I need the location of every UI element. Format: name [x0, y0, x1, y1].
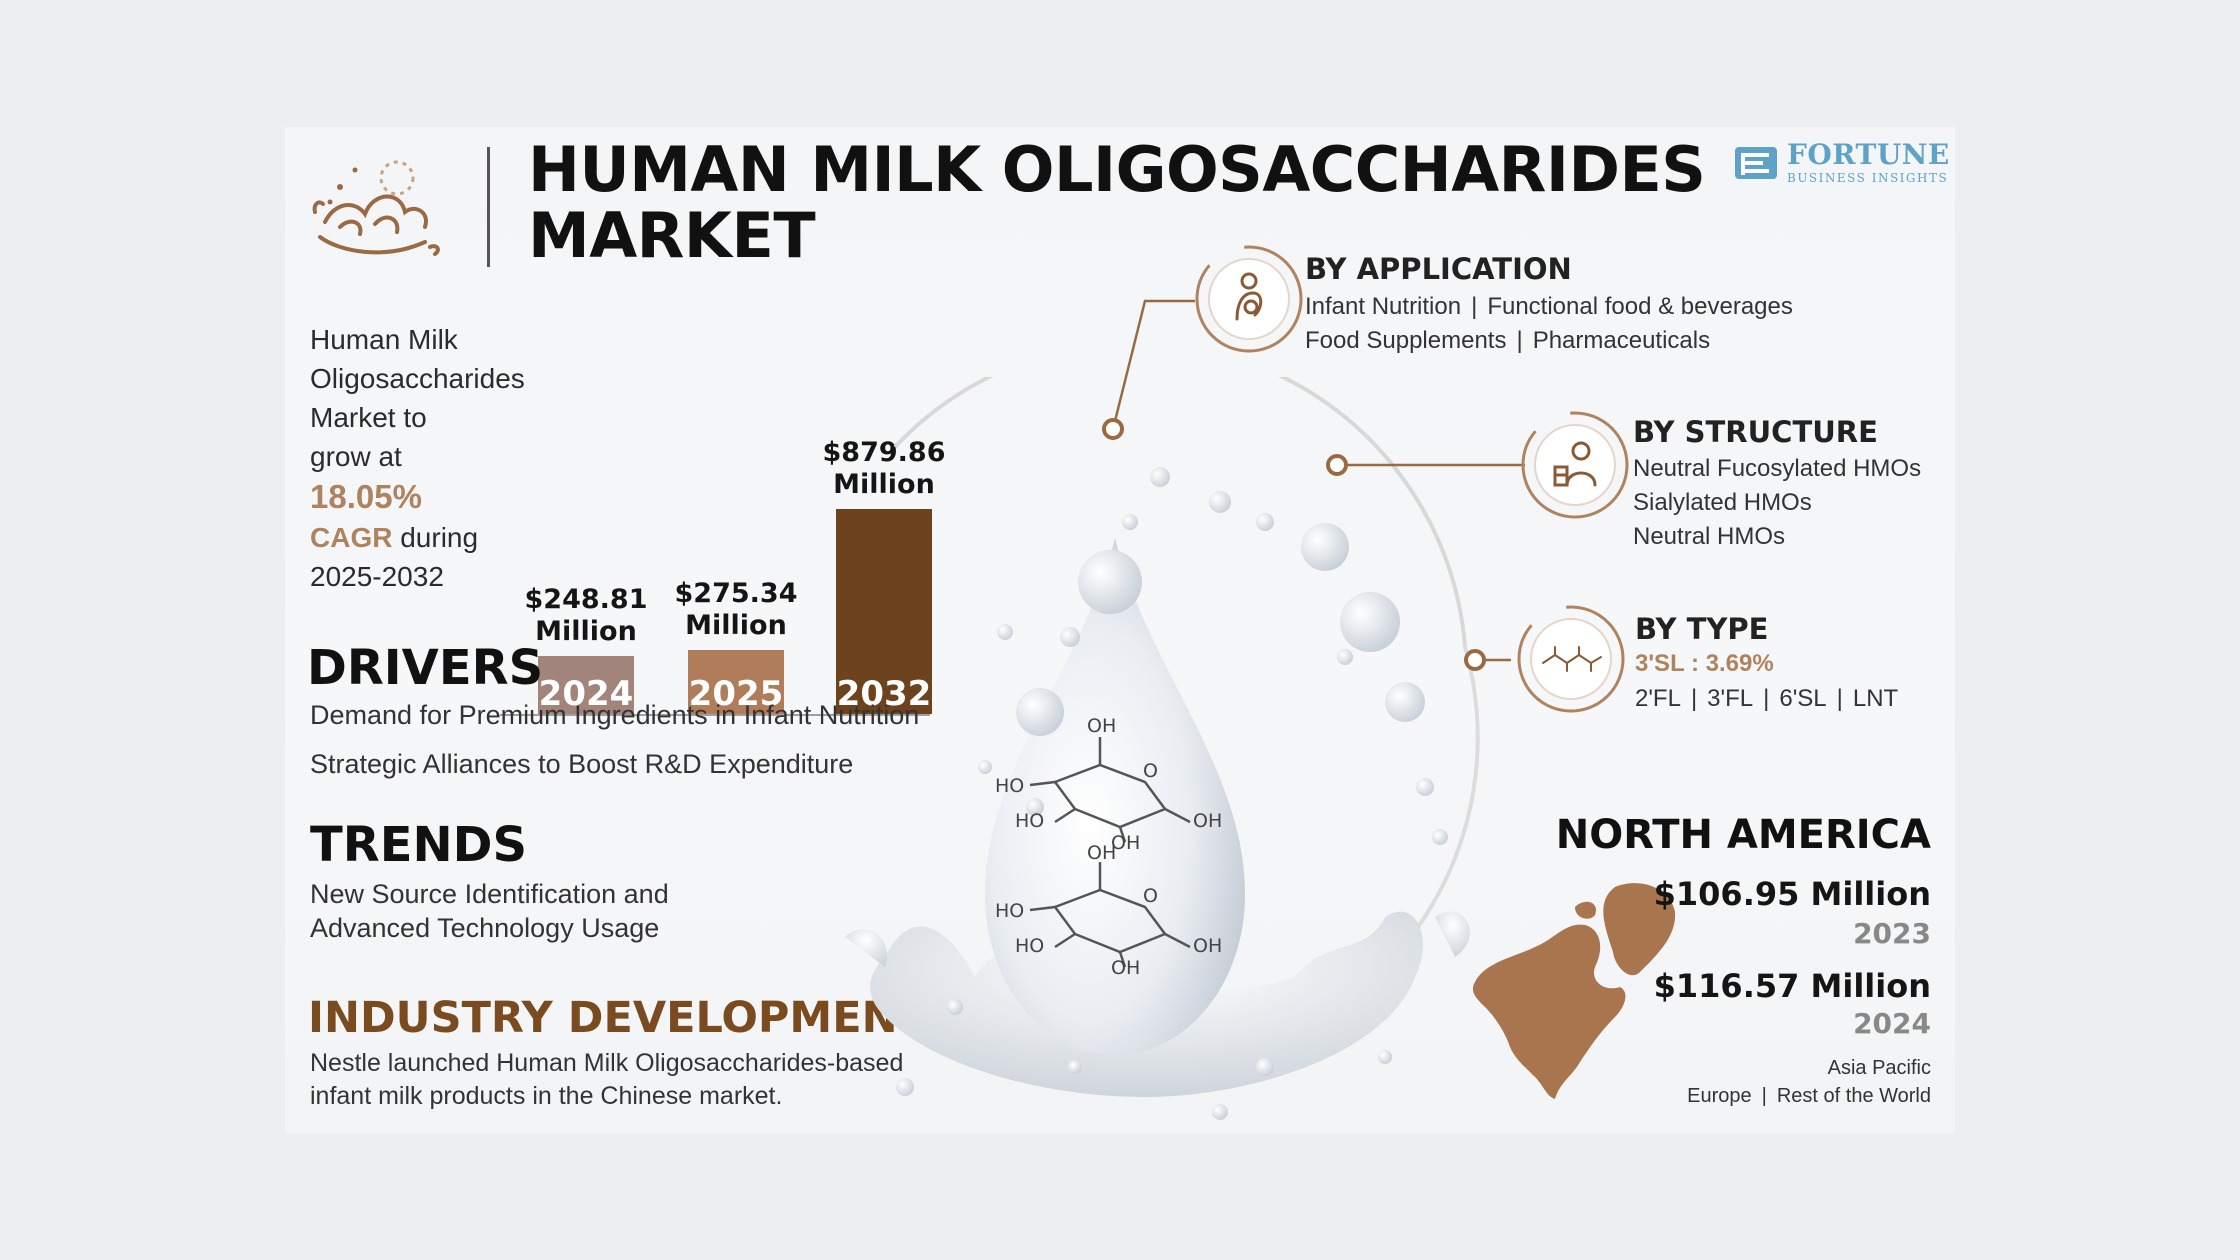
structure-item: Neutral Fucosylated HMOs: [1633, 455, 1922, 482]
application-item: Food Supplements: [1305, 327, 1507, 354]
industry-line: infant milk products in the Chinese mark…: [310, 1082, 783, 1110]
type-highlight: 3'SL : 3.69%: [1635, 650, 1774, 677]
na-value-2024: $116.57 Million: [1653, 967, 1931, 1005]
cagr-intro: Human Milk Oligosaccharides Market to gr…: [310, 320, 525, 596]
application-item: Functional food & beverages: [1487, 293, 1793, 320]
molecule-label: OH: [1087, 715, 1116, 737]
milk-splash-icon: [312, 160, 440, 256]
molecule-label: HO: [1015, 810, 1044, 832]
bar-value-label: $248.81 Million: [501, 584, 671, 648]
other-regions-row: Europe | Rest of the World: [1687, 1085, 1931, 1107]
type-item: 2'FL: [1635, 685, 1681, 712]
drivers-heading: DRIVERS: [307, 640, 544, 696]
molecule-label: HO: [995, 775, 1024, 797]
molecule-icon: [1517, 605, 1625, 713]
molecule-label: OH: [1111, 832, 1140, 854]
molecule-label: OH: [1193, 935, 1222, 957]
trends-line: New Source Identification and: [310, 879, 669, 909]
application-row-1: Infant Nutrition | Functional food & bever…: [1305, 293, 1793, 320]
molecule-label: O: [1143, 885, 1158, 907]
segment-connectors: [1102, 299, 1525, 671]
molecule-label: O: [1143, 760, 1158, 782]
bar-value-label: $275.34 Million: [651, 578, 821, 642]
brand-subtitle: BUSINESS INSIGHTS: [1787, 171, 1949, 185]
bar-value: $275.34: [674, 578, 798, 609]
bar-unit: Million: [685, 610, 787, 641]
brand-mark-icon: [1735, 147, 1777, 179]
bar-2024: 2024: [538, 656, 634, 714]
structure-item: Sialylated HMOs: [1633, 489, 1812, 516]
driver-item: Demand for Premium Ingredients in Infant…: [310, 700, 920, 730]
industry-line: Nestle launched Human Milk Oligosacchari…: [310, 1049, 904, 1077]
application-item: Pharmaceuticals: [1532, 327, 1711, 354]
bar-2032: 2032: [836, 509, 932, 714]
by-structure-title: BY STRUCTURE: [1633, 415, 1878, 449]
brand-logo: FORTUNE BUSINESS INSIGHTS: [1733, 141, 1950, 185]
other-region: Asia Pacific: [1827, 1057, 1931, 1079]
infographic-card: HUMAN MILK OLIGOSACCHARIDES MARKET FORTU…: [285, 127, 1955, 1134]
intro-line: Human Milk: [310, 324, 458, 355]
application-row-2: Food Supplements | Pharmaceuticals: [1305, 327, 1711, 354]
header-divider: [487, 147, 490, 267]
driver-item: Strategic Alliances to Boost R&D Expendi…: [310, 749, 854, 779]
bar-value-label: $879.86 Million: [799, 437, 969, 501]
brand-name: FORTUNE: [1787, 138, 1950, 171]
molecule-label: OH: [1111, 957, 1140, 979]
north-america-title: NORTH AMERICA: [1555, 812, 1931, 858]
bar-unit: Million: [833, 469, 935, 500]
intro-line: Oligosaccharides: [310, 363, 525, 394]
structure-item: Neutral HMOs: [1633, 523, 1786, 550]
trends-text: New Source Identification and Advanced T…: [310, 877, 669, 945]
mother-baby-icon: [1195, 245, 1303, 353]
bar-value: $248.81: [524, 584, 648, 615]
north-america-map-icon: [1472, 883, 1676, 1099]
by-application-title: BY APPLICATION: [1305, 252, 1572, 286]
cagr-label: CAGR: [310, 522, 393, 553]
cagr-value: 18.05%: [310, 478, 422, 515]
application-item: Infant Nutrition: [1305, 293, 1462, 320]
type-item: LNT: [1852, 685, 1899, 712]
milk-drop-illustration: OH HO O HO OH OH OH HO O HO OH OH: [845, 377, 1480, 1120]
trends-heading: TRENDS: [310, 817, 528, 873]
bar-category-label: 2024: [538, 674, 634, 714]
molecule-label: HO: [995, 900, 1024, 922]
industry-heading: INDUSTRY DEVELOPMENT: [308, 993, 927, 1043]
other-region: Europe: [1687, 1085, 1752, 1107]
title-line-1: HUMAN MILK OLIGOSACCHARIDES: [528, 133, 1706, 206]
molecule-label: OH: [1193, 810, 1222, 832]
intro-line: Market to: [310, 402, 427, 433]
by-type-title: BY TYPE: [1635, 612, 1769, 646]
bar-value: $879.86: [822, 437, 946, 468]
na-year-2024: 2024: [1853, 1007, 1931, 1040]
bar-unit: Million: [535, 616, 637, 647]
other-region: Rest of the World: [1776, 1085, 1931, 1107]
intro-line: grow at: [310, 441, 402, 472]
na-year-2023: 2023: [1853, 917, 1931, 950]
type-item: 6'SL: [1779, 685, 1827, 712]
market-size-bar-chart: 2024 $248.81 Million 2025 $275.34 Million 2032…: [500, 287, 945, 717]
bar-2025: 2025: [688, 650, 784, 714]
molecule-label: OH: [1087, 842, 1116, 864]
trends-line: Advanced Technology Usage: [310, 913, 660, 943]
title-line-2: MARKET: [528, 199, 816, 272]
chart-baseline: [500, 714, 930, 716]
intro-during: during: [400, 522, 479, 553]
bar-category-label: 2025: [688, 674, 784, 714]
bar-category-label: 2032: [836, 674, 932, 714]
molecule-label: HO: [1015, 935, 1044, 957]
type-items: 2'FL | 3'FL | 6'SL | LNT: [1635, 685, 1899, 712]
cagr-period: 2025-2032: [310, 561, 444, 592]
lab-scientist-icon: [1521, 411, 1629, 519]
page-title: HUMAN MILK OLIGOSACCHARIDES MARKET: [528, 137, 1706, 272]
industry-text: Nestle launched Human Milk Oligosacchari…: [310, 1047, 903, 1113]
na-value-2023: $106.95 Million: [1653, 875, 1931, 913]
type-item: 3'FL: [1707, 685, 1754, 712]
